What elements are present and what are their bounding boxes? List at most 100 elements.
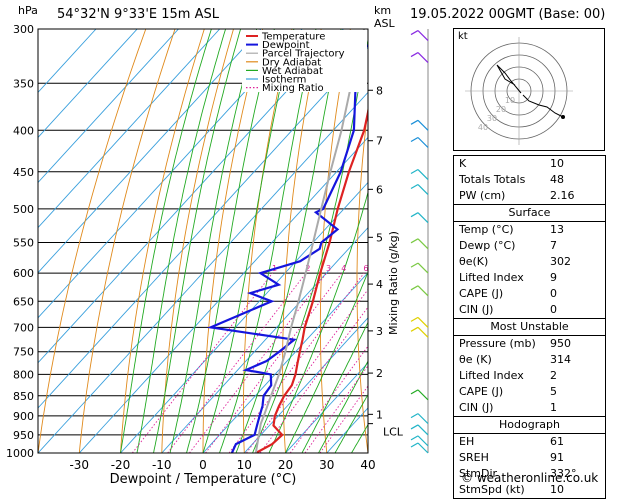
wind-barb-flag [411, 31, 418, 35]
index-key: Totals Totals [459, 172, 525, 188]
hodograph-table-title: Hodograph [454, 417, 605, 434]
dry-adiabat-line [427, 29, 451, 453]
index-key: K [459, 156, 466, 172]
surface-row: θe(K)302 [454, 254, 605, 270]
most-unstable-row: Pressure (mb) 950 [454, 336, 605, 352]
temp-tick-label: 20 [278, 458, 293, 472]
wind-barb-flag [411, 185, 418, 189]
index-key: PW (cm) [459, 188, 505, 204]
pressure-tick-label: 450 [13, 166, 34, 179]
wind-barb [418, 53, 428, 63]
wind-barb-flag [411, 137, 418, 141]
wind-barb [418, 31, 428, 41]
legend-entry: Mixing Ratio [262, 83, 324, 94]
pressure-tick-label: 550 [13, 236, 34, 249]
temp-tick-label: 30 [319, 458, 334, 472]
wind-barb [418, 239, 428, 249]
km-tick-label: 8 [376, 84, 383, 97]
wind-barb-flag [411, 317, 418, 321]
km-tick-label: 1 [376, 408, 383, 421]
most-unstable-row: θe (K)314 [454, 352, 605, 368]
mixing-ratio-axis-label: Mixing Ratio (g/kg) [387, 231, 400, 335]
pressure-tick-label: 800 [13, 368, 34, 381]
pressure-tick-label: 900 [13, 410, 34, 423]
dry-adiabat-line [162, 29, 234, 453]
km-tick-label: 2 [376, 367, 383, 380]
most-unstable-key: CAPE (J) [459, 384, 503, 400]
temp-tick-label: 40 [360, 458, 375, 472]
wet-adiabat-line [137, 29, 226, 453]
hodograph-frame [454, 29, 605, 151]
wind-barb [418, 263, 428, 273]
temp-tick-label: -30 [69, 458, 89, 472]
surface-key: Lifted Index [459, 270, 524, 286]
hodograph-ring-label: 20 [496, 105, 506, 114]
pressure-tick-label: 850 [13, 390, 34, 403]
mixing-ratio-label: 4 [341, 264, 346, 273]
surface-title: Surface [454, 205, 605, 222]
surface-row: Temp (°C)13 [454, 222, 605, 238]
hodograph-endpoint [561, 115, 565, 119]
wind-barb [418, 286, 428, 296]
wind-barb [418, 185, 428, 195]
pressure-tick-label: 950 [13, 429, 34, 442]
x-axis-label: Dewpoint / Temperature (°C) [110, 472, 297, 486]
wind-barb [418, 120, 428, 130]
wind-barb-flag [411, 170, 418, 174]
surface-value: 13 [550, 222, 564, 238]
surface-value: 302 [550, 254, 571, 270]
wind-barb-flag [411, 239, 418, 243]
most-unstable-title: Most Unstable [454, 319, 605, 336]
wind-barb [418, 425, 428, 435]
mixing-ratio-label: 3 [326, 264, 331, 273]
temp-tick-label: 0 [199, 458, 207, 472]
surface-key: CIN (J) [459, 302, 493, 318]
hodograph-ring-label: 10 [505, 96, 515, 105]
temp-tick-label: 10 [237, 458, 252, 472]
wind-barb-flag [411, 414, 418, 418]
most-unstable-key: Pressure (mb) [459, 336, 536, 352]
pressure-tick-label: 1000 [6, 447, 34, 460]
km-tick-label: 6 [376, 183, 383, 196]
dry-adiabat-line [79, 29, 175, 453]
index-value: 10 [550, 156, 564, 172]
wind-barb-flag [411, 436, 418, 440]
pressure-tick-label: 600 [13, 267, 34, 280]
wind-barb-flag [411, 327, 418, 331]
surface-row: CAPE (J)0 [454, 286, 605, 302]
most-unstable-key: Lifted Index [459, 368, 524, 384]
surface-key: CAPE (J) [459, 286, 503, 302]
wind-barb [418, 213, 428, 223]
isotherm-line [0, 29, 302, 453]
km-tick-label: 5 [376, 231, 383, 244]
pressure-tick-label: 500 [13, 203, 34, 216]
wind-barb-flag [411, 390, 418, 394]
wind-barb [418, 414, 428, 424]
pressure-tick-label: 350 [13, 77, 34, 90]
hodograph-unit-label: kt [458, 31, 468, 42]
dry-adiabat-line [38, 29, 146, 453]
wind-barb-flag [411, 263, 418, 267]
wind-barb-flag [411, 120, 418, 124]
wind-barb [418, 137, 428, 147]
mixing-ratio-label: 20 [432, 264, 442, 273]
dry-adiabat-line [121, 29, 205, 453]
copyright-footer: © weatheronline.co.uk [461, 471, 598, 485]
most-unstable-key: CIN (J) [459, 400, 493, 416]
km-tick-label: 7 [376, 135, 383, 148]
surface-value: 7 [550, 238, 557, 254]
pressure-tick-label: 700 [13, 321, 34, 334]
surface-row: Dewp (°C)7 [454, 238, 605, 254]
wind-barb [418, 390, 428, 400]
wind-barbs [411, 29, 428, 453]
index-value: 2.16 [550, 188, 575, 204]
dry-adiabat-line [614, 29, 629, 453]
most-unstable-value: 950 [550, 336, 571, 352]
lcl-label: LCL [383, 426, 404, 439]
wind-barb-flag [411, 53, 418, 57]
